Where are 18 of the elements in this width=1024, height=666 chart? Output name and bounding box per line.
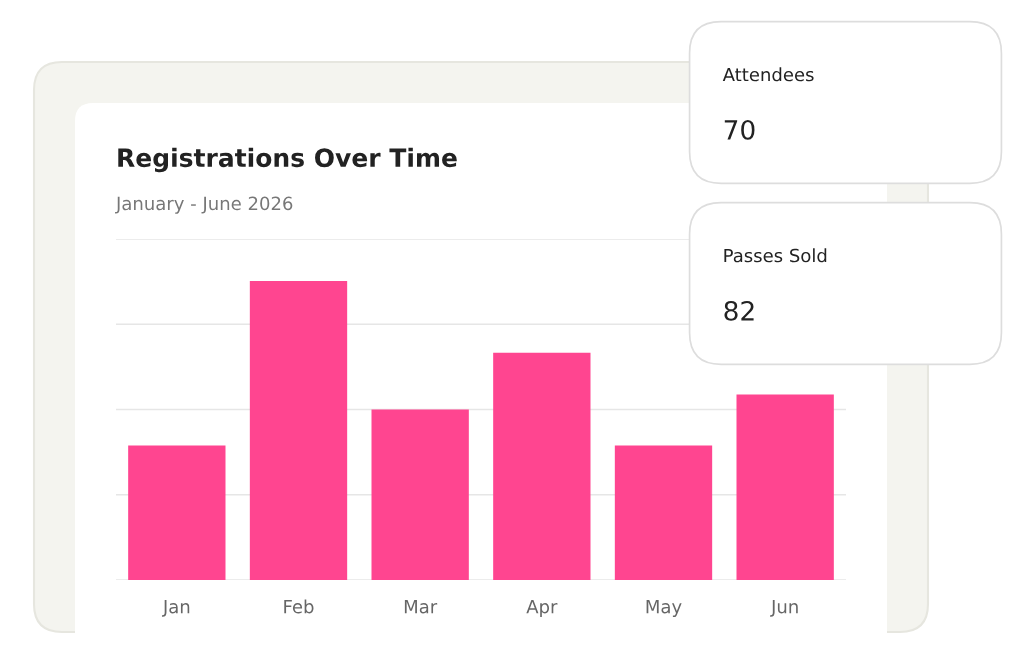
text: 70 <box>724 119 755 140</box>
text: Passes Sold <box>724 248 827 263</box>
x-tick-label: Jan <box>161 600 190 617</box>
bar <box>493 352 591 580</box>
bar <box>614 445 713 580</box>
chart-subtitle: January - June 2026 <box>115 196 293 214</box>
x-tick-label: Mar <box>404 600 438 614</box>
x-tick-label: Apr <box>526 600 558 617</box>
bar <box>249 280 348 580</box>
x-tick-label: May <box>646 600 682 617</box>
text: Attendees <box>722 67 814 82</box>
bar <box>371 409 469 580</box>
bar <box>128 445 226 580</box>
x-tick-label: Jun <box>770 600 798 617</box>
x-tick-label: Feb <box>284 599 314 614</box>
annotation: 82 <box>724 300 754 321</box>
chart-title: Registrations Over Time <box>118 147 457 173</box>
bar <box>736 394 834 580</box>
